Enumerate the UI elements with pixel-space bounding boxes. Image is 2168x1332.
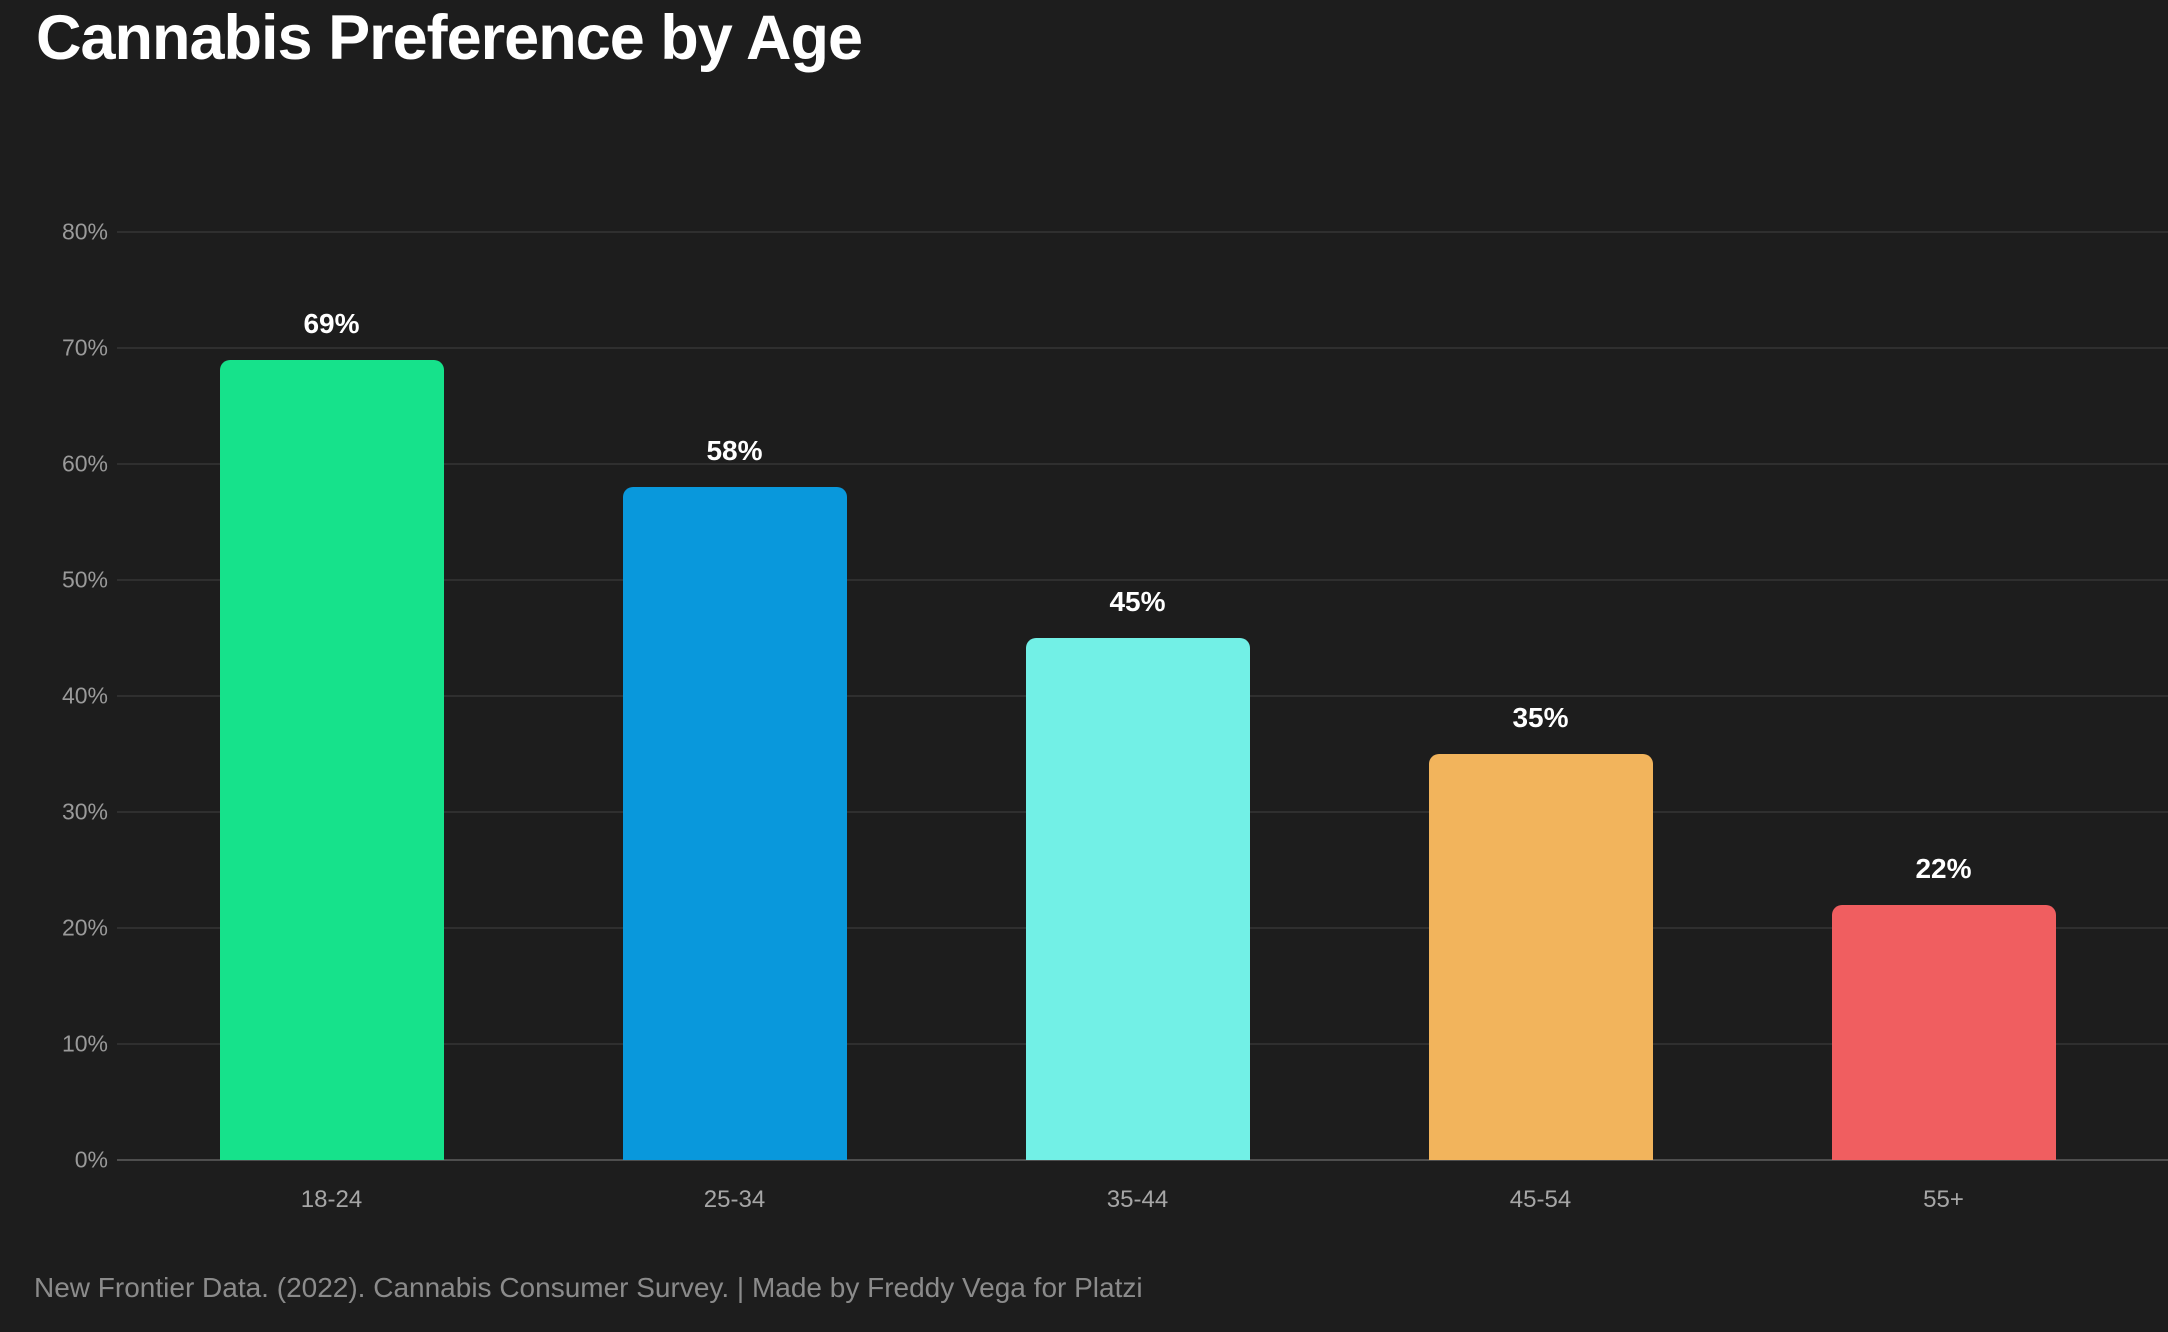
gridline	[117, 347, 2168, 349]
x-axis-label: 45-54	[1509, 1186, 1572, 1213]
y-axis-tick-label: 40%	[61, 682, 108, 709]
y-axis-tick-label: 60%	[61, 450, 108, 477]
x-axis-baseline	[117, 1159, 2168, 1161]
gridline	[117, 231, 2168, 233]
x-axis-label: 18-24	[300, 1186, 363, 1213]
plot-area: 0% 10% 20% 30% 40% 50% 60% 70% 80% 69% 58% 45% 35% 22…	[0, 219, 2168, 1173]
x-axis-label: 35-44	[1106, 1186, 1169, 1213]
bar-55plus[interactable]	[1831, 904, 2056, 1160]
chart-title: Cannabis Preference by Age	[36, 3, 863, 73]
y-axis-tick-label: 30%	[61, 798, 108, 825]
y-axis-tick-label: 70%	[61, 334, 108, 361]
x-axis-label: 55+	[1923, 1186, 1964, 1213]
bar-value-label: 69%	[303, 307, 360, 339]
bar-value-label: 58%	[706, 435, 763, 467]
gridline	[117, 463, 2168, 465]
y-axis-tick-label: 20%	[61, 914, 108, 941]
bar-25-34[interactable]	[622, 487, 847, 1160]
y-axis-tick-label: 80%	[61, 218, 108, 245]
y-axis-tick-label: 0%	[74, 1146, 108, 1173]
y-axis-tick-label: 10%	[61, 1030, 108, 1057]
bar-18-24[interactable]	[219, 359, 444, 1160]
bar-value-label: 22%	[1915, 852, 1972, 884]
source-attribution: New Frontier Data. (2022). Cannabis Cons…	[34, 1272, 1143, 1303]
bar-value-label: 45%	[1109, 586, 1166, 617]
x-axis-label: 25-34	[703, 1186, 766, 1213]
gridline	[117, 579, 2168, 581]
bar-45-54[interactable]	[1428, 754, 1653, 1160]
bar-35-44[interactable]	[1025, 638, 1250, 1160]
bar-value-label: 35%	[1512, 702, 1569, 733]
y-axis-tick-label: 50%	[61, 566, 108, 593]
